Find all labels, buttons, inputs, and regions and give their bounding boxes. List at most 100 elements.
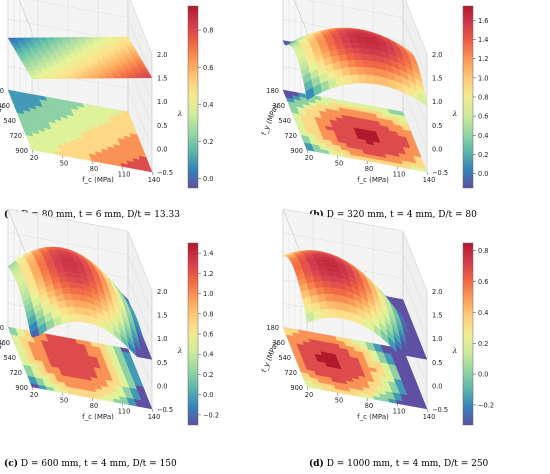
x-tick-label: 80 bbox=[90, 402, 98, 410]
colorbar-tick-label: 0.0 bbox=[478, 371, 489, 379]
grid-line bbox=[7, 232, 153, 315]
colorbar-tick-label: 0.0 bbox=[203, 391, 214, 399]
y-tick-label: 180 bbox=[0, 324, 4, 332]
x-tick-label: 140 bbox=[148, 413, 161, 421]
z-axis-label: λ bbox=[452, 109, 458, 118]
x-tick bbox=[396, 403, 399, 407]
z-tick-label: 1.5 bbox=[432, 312, 443, 320]
colorbar-tick-label: 0.8 bbox=[203, 27, 214, 35]
x-tick-label: 80 bbox=[365, 165, 373, 173]
x-tick-label: 80 bbox=[365, 402, 373, 410]
z-axis-label: λ bbox=[177, 346, 183, 355]
colorbar-tick-label: 0.4 bbox=[203, 351, 214, 359]
contour-cell bbox=[120, 347, 130, 354]
contour-cell bbox=[395, 110, 405, 117]
colorbar: −0.2 0.0 0.2 0.4 0.6 0.8 bbox=[462, 242, 494, 426]
surface-cell bbox=[132, 57, 142, 61]
z-tick-label: 2.0 bbox=[157, 288, 168, 296]
x-tick-label: 140 bbox=[423, 413, 436, 421]
y-tick-label: 360 bbox=[0, 102, 10, 110]
colorbar-tick-label: 0.0 bbox=[478, 170, 489, 178]
surface-cell bbox=[141, 72, 151, 76]
x-axis-label: f_c (MPa) bbox=[82, 413, 114, 421]
surface-cell bbox=[121, 39, 132, 43]
grid-line bbox=[282, 208, 428, 292]
y-tick-label: 540 bbox=[278, 354, 291, 362]
x-tick-label: 50 bbox=[335, 397, 343, 405]
surface-cell bbox=[124, 44, 135, 48]
y-tick-label: 180 bbox=[0, 87, 4, 95]
colorbar: 0.0 0.2 0.4 0.6 0.8 1.0 1.2 1.4 1.6 bbox=[462, 5, 489, 189]
x-axis-label: f_c (MPa) bbox=[357, 176, 389, 184]
colorbar-fill bbox=[462, 5, 474, 189]
colorbar-tick-label: −0.2 bbox=[203, 411, 219, 419]
z-tick-label: 0.5 bbox=[432, 122, 443, 130]
x-tick bbox=[336, 392, 339, 396]
surface-cell bbox=[417, 92, 428, 107]
caption-d: (d) D = 1000 mm, t = 4 mm, D/t = 250 bbox=[309, 459, 489, 469]
z-tick-label: 1.0 bbox=[432, 335, 443, 343]
surface bbox=[7, 36, 153, 80]
z-tick-label: 0.0 bbox=[157, 145, 168, 153]
x-tick-label: 110 bbox=[118, 408, 131, 416]
surface-cell bbox=[133, 59, 144, 63]
x-tick bbox=[426, 408, 429, 413]
floor-contour bbox=[7, 326, 153, 410]
grid-line bbox=[30, 0, 153, 78]
colorbar: 0.0 0.2 0.4 0.6 0.8 bbox=[187, 5, 214, 189]
y-tick-label: 180 bbox=[266, 324, 279, 332]
x-tick bbox=[91, 397, 94, 402]
x-tick-label: 50 bbox=[60, 397, 68, 405]
x-tick bbox=[31, 386, 34, 391]
caption-c: (c) D = 600 mm, t = 4 mm, D/t = 150 bbox=[4, 459, 177, 469]
surface bbox=[282, 27, 428, 107]
z-tick-label: −0.5 bbox=[157, 169, 173, 177]
surface-cell bbox=[417, 354, 428, 360]
x-tick-label: 20 bbox=[30, 391, 38, 399]
surface-cell bbox=[142, 75, 153, 79]
floor-contour bbox=[282, 89, 428, 173]
x-axis-label: f_c (MPa) bbox=[357, 413, 389, 421]
surface-cell bbox=[136, 64, 147, 68]
x-tick bbox=[306, 386, 309, 391]
surface-cell bbox=[139, 69, 150, 73]
y-tick-label: 360 bbox=[272, 102, 285, 110]
colorbar-tick-label: 1.6 bbox=[478, 17, 489, 25]
colorbar-fill bbox=[462, 242, 474, 426]
z-tick-label: 1.0 bbox=[157, 335, 168, 343]
x-tick-label: 20 bbox=[305, 391, 313, 399]
x-tick bbox=[366, 160, 369, 165]
grid-line bbox=[7, 208, 153, 292]
grid-line bbox=[130, 0, 153, 55]
surface bbox=[282, 250, 428, 360]
z-tick-label: 1.0 bbox=[432, 98, 443, 106]
colorbar-tick-label: 0.6 bbox=[478, 278, 489, 286]
z-axis-label: λ bbox=[452, 346, 458, 355]
surface bbox=[7, 246, 153, 360]
z-tick-label: 1.5 bbox=[157, 312, 168, 320]
z-tick-label: −0.5 bbox=[432, 169, 448, 177]
z-tick-label: −0.5 bbox=[432, 406, 448, 414]
colorbar-tick-label: 0.2 bbox=[203, 371, 214, 379]
x-tick-label: 20 bbox=[305, 154, 313, 162]
panel-b: 20 50 80 110 140 f_c (MPa) 180 360 540 720 900 f_y … bbox=[260, 0, 550, 237]
surface-cell bbox=[123, 41, 133, 45]
z-tick-label: 0.0 bbox=[157, 382, 168, 390]
colorbar-tick-label: 0.4 bbox=[478, 132, 489, 140]
x-tick-label: 140 bbox=[148, 176, 161, 184]
x-tick bbox=[151, 171, 154, 176]
colorbar-tick-label: 0.6 bbox=[203, 331, 214, 339]
y-tick-label: 180 bbox=[266, 87, 279, 95]
z-tick-label: 2.0 bbox=[432, 288, 443, 296]
y-tick-label: 900 bbox=[15, 147, 28, 155]
x-tick-label: 140 bbox=[423, 176, 436, 184]
colorbar-tick-label: 0.8 bbox=[478, 94, 489, 102]
grid-line bbox=[405, 0, 428, 55]
y-tick-label: 540 bbox=[278, 117, 291, 125]
x-tick-label: 50 bbox=[60, 160, 68, 168]
y-tick-label: 720 bbox=[9, 369, 22, 377]
surface-cell bbox=[142, 354, 153, 360]
y-tick-label: 540 bbox=[3, 117, 16, 125]
